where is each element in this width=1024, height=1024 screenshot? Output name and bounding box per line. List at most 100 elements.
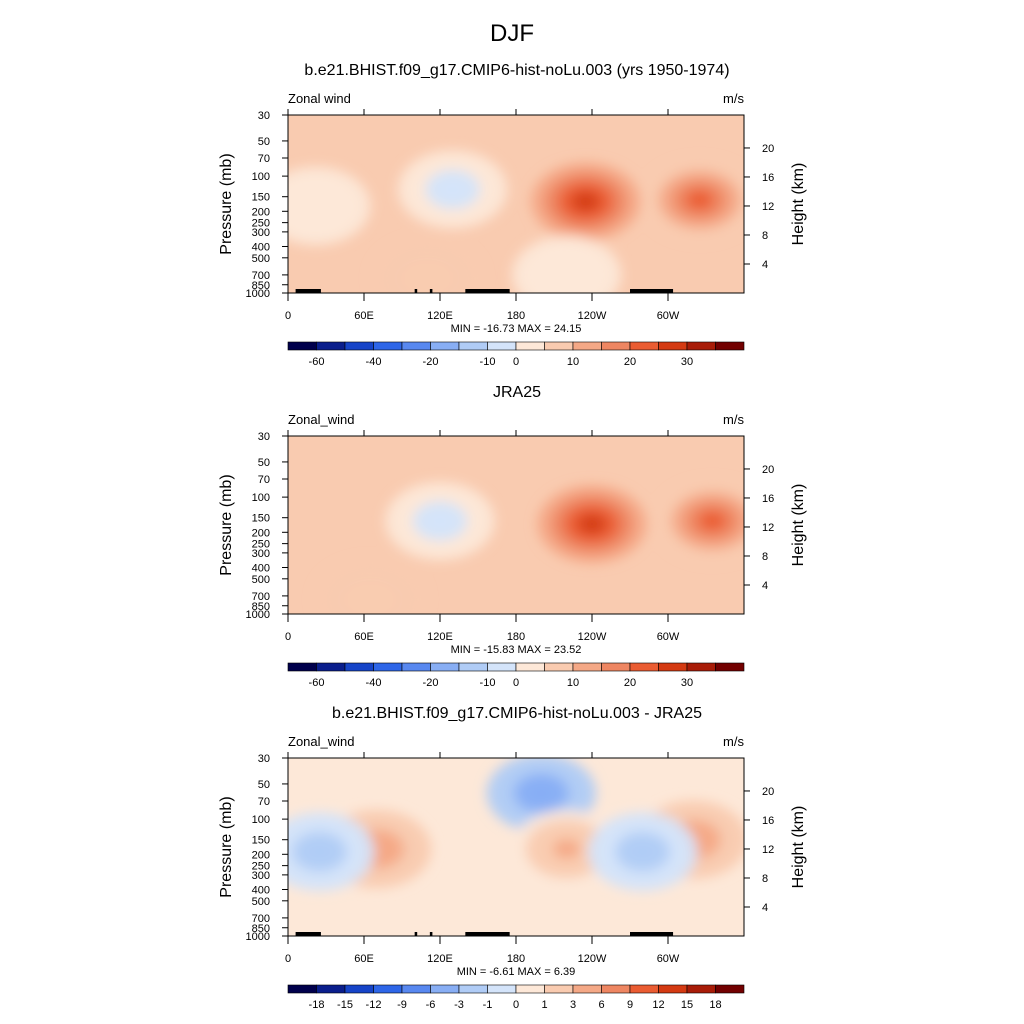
- colorbar-label-7: 30: [681, 356, 693, 368]
- colorbar-label-2: -20: [423, 677, 439, 689]
- colorbar-swatch-12: [629, 662, 659, 672]
- colorbar-swatch-3: [373, 662, 403, 672]
- colorbar-swatch-8: [515, 662, 545, 672]
- colorbar-swatch-4: [401, 341, 431, 351]
- y-tick-label-6: 250: [252, 539, 270, 551]
- y-tick-label-11: 850: [252, 280, 270, 292]
- y2-tick-label-4: 4: [762, 580, 768, 592]
- colorbar-label-6: 20: [624, 677, 636, 689]
- panel-3-title: b.e21.BHIST.f09_g17.CMIP6-hist-noLu.003 …: [332, 705, 702, 722]
- min-max-label: MIN = -16.73 MAX = 24.15: [451, 323, 582, 335]
- terrain-block-5: [630, 289, 674, 293]
- colorbar-swatch-10: [572, 984, 602, 994]
- y-tick-label-1: 50: [258, 136, 270, 148]
- y-tick-label-11: 850: [252, 601, 270, 613]
- colorbar-swatch-0: [287, 984, 317, 994]
- y-tick-label-6: 250: [252, 861, 270, 873]
- y-tick-label-4: 150: [252, 513, 270, 525]
- colorbar-label-4: 0: [513, 677, 519, 689]
- y2-tick-label-0: 20: [762, 464, 774, 476]
- colorbar-swatch-8: [515, 341, 545, 351]
- y-tick-label-8: 400: [252, 884, 270, 896]
- colorbar-label-5: 10: [567, 356, 579, 368]
- y-tick-label-3: 100: [252, 814, 270, 826]
- y-tick-label-7: 300: [252, 227, 270, 239]
- colorbar-label-5: -3: [454, 999, 464, 1011]
- terrain-block-3: [429, 932, 433, 936]
- y2-tick-label-2: 12: [762, 844, 774, 856]
- y-tick-label-2: 70: [258, 153, 270, 165]
- y-tick-label-8: 400: [252, 241, 270, 253]
- units-label: m/s: [723, 734, 744, 749]
- colorbar-swatch-8: [515, 984, 545, 994]
- x-tick-label-5: 60W: [657, 953, 680, 965]
- y2-tick-label-1: 16: [762, 172, 774, 184]
- colorbar-swatch-1: [316, 662, 346, 672]
- colorbar-swatch-7: [487, 341, 517, 351]
- y-tick-label-7: 300: [252, 870, 270, 882]
- y-tick-label-0: 30: [258, 431, 270, 443]
- field-feature-3: [356, 589, 385, 610]
- field-blobs: [315, 481, 744, 614]
- y-tick-label-5: 200: [252, 206, 270, 218]
- colorbar-swatch-0: [287, 662, 317, 672]
- field-blobs: [288, 150, 744, 293]
- plot-field: [288, 115, 744, 293]
- colorbar-swatch-2: [344, 341, 374, 351]
- colorbar-swatch-9: [544, 984, 574, 994]
- variable-label: Zonal wind: [288, 91, 351, 106]
- y-tick-label-12: 1000: [246, 609, 270, 621]
- figure-title: DJF: [490, 20, 534, 47]
- colorbar-swatch-2: [344, 662, 374, 672]
- terrain-block-5: [630, 932, 674, 936]
- terrain-block-1: [305, 289, 309, 293]
- y-tick-label-0: 30: [258, 110, 270, 122]
- colorbar-label-6: 20: [624, 356, 636, 368]
- colorbar-swatch-3: [373, 341, 403, 351]
- y2-tick-label-1: 16: [762, 493, 774, 505]
- field-feature-4: [305, 841, 334, 862]
- colorbar-label-9: 3: [570, 999, 576, 1011]
- y-tick-label-12: 1000: [246, 288, 270, 300]
- colorbar-swatch-7: [487, 984, 517, 994]
- y-tick-label-3: 100: [252, 171, 270, 183]
- colorbar-label-3: -10: [480, 677, 496, 689]
- y-tick-label-2: 70: [258, 474, 270, 486]
- colorbar-swatch-14: [686, 662, 716, 672]
- y2-tick-label-4: 4: [762, 259, 768, 271]
- y-tick-label-9: 500: [252, 896, 270, 908]
- x-tick-label-2: 120E: [427, 631, 453, 643]
- colorbar-swatch-4: [401, 984, 431, 994]
- colorbar-swatch-13: [658, 984, 688, 994]
- units-label: m/s: [723, 91, 744, 106]
- colorbar-swatch-13: [658, 341, 688, 351]
- y2-axis-label: Height (km): [790, 484, 807, 567]
- colorbar-swatch-15: [715, 984, 745, 994]
- y-tick-label-1: 50: [258, 779, 270, 791]
- colorbar-swatch-1: [316, 341, 346, 351]
- colorbar-swatch-6: [458, 662, 488, 672]
- colorbar-label-10: 6: [598, 999, 604, 1011]
- y-tick-label-5: 200: [252, 527, 270, 539]
- colorbar-label-1: -40: [366, 677, 382, 689]
- field-feature-1: [578, 514, 606, 534]
- terrain-block-3: [429, 289, 433, 293]
- y-tick-label-7: 300: [252, 548, 270, 560]
- colorbar-swatch-10: [572, 341, 602, 351]
- panel-2-title: JRA25: [492, 384, 542, 401]
- y-axis-label: Pressure (mb): [218, 796, 235, 897]
- colorbar-label-0: -18: [309, 999, 325, 1011]
- colorbar-swatch-6: [458, 984, 488, 994]
- y2-axis-label: Height (km): [790, 806, 807, 889]
- colorbar-label-0: -60: [309, 356, 325, 368]
- colorbar-swatch-12: [629, 341, 659, 351]
- field-feature-0: [438, 179, 467, 200]
- colorbar-label-3: -10: [480, 356, 496, 368]
- colorbar-label-4: 0: [513, 356, 519, 368]
- colorbar-label-4: -6: [426, 999, 436, 1011]
- y2-tick-label-4: 4: [762, 902, 768, 914]
- y-tick-label-4: 150: [252, 192, 270, 204]
- y2-tick-label-0: 20: [762, 143, 774, 155]
- x-tick-label-1: 60E: [354, 953, 374, 965]
- y-tick-label-9: 500: [252, 574, 270, 586]
